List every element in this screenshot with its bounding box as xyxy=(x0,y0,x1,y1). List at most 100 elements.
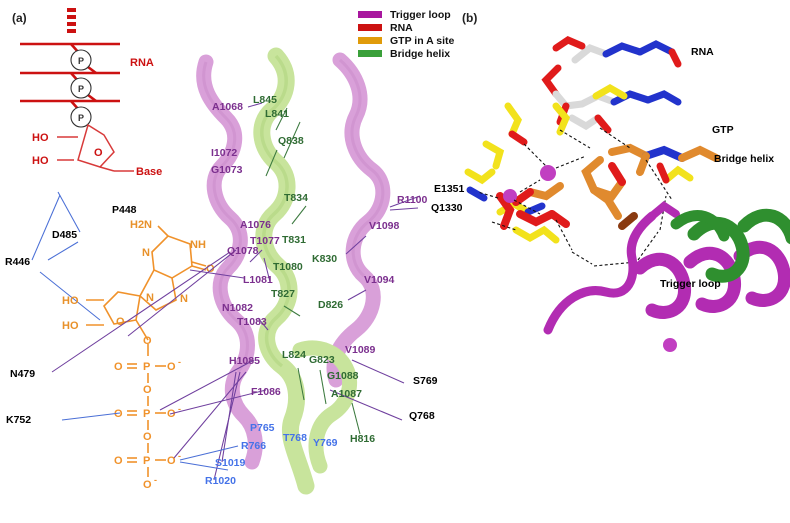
residue-label-s769: S769 xyxy=(413,375,438,387)
gtp-nitrogen-3: N xyxy=(180,293,188,305)
residue-label-h816: H816 xyxy=(350,433,375,445)
residue-label-t1080: T1080 xyxy=(273,261,303,273)
residue-label-d826: D826 xyxy=(318,299,343,311)
panel-b-label-bridge-helix: Bridge helix xyxy=(714,153,774,165)
gtp-bond-o6b xyxy=(191,261,207,267)
ribose-hydroxyl-1: HO xyxy=(32,132,49,144)
ribose-hydroxyl-2: HO xyxy=(32,155,49,167)
residue-label-v1089: V1089 xyxy=(345,344,376,356)
rna-link-2b xyxy=(87,93,97,103)
residue-label-a1087: A1087 xyxy=(331,388,362,400)
gtp-nitrogen-2: N xyxy=(146,292,154,304)
rna-link-1b xyxy=(87,65,97,75)
residue-label-q1330: Q1330 xyxy=(431,202,463,214)
ribose-ring xyxy=(77,123,115,168)
residue-label-p765: P765 xyxy=(250,422,275,434)
leader-lines-upper-left xyxy=(31,191,101,321)
gtp-hydroxyl-2: HO xyxy=(62,320,79,332)
gtp-gamma-charge: - xyxy=(178,451,181,461)
rna-label: RNA xyxy=(130,57,154,69)
residue-label-r1020: R1020 xyxy=(205,475,236,487)
legend-label-trigger-loop: Trigger loop xyxy=(390,9,451,21)
residue-label-h1085: H1085 xyxy=(229,355,260,367)
legend-swatch-gtp xyxy=(358,37,382,44)
gtp-bond-n2 xyxy=(157,225,169,237)
phosphate-circle-2 xyxy=(70,77,92,99)
residue-label-t831: T831 xyxy=(282,234,306,246)
ribose-ring-oxygen: O xyxy=(94,147,103,159)
residue-label-r766: R766 xyxy=(241,440,266,452)
phosphate-glyph-3: P xyxy=(78,113,84,123)
magnesium-ion-2 xyxy=(503,189,517,203)
residue-label-t834: T834 xyxy=(284,192,308,204)
residue-label-v1098: V1098 xyxy=(369,220,400,232)
residue-label-t1083: T1083 xyxy=(237,316,267,328)
gtp-alpha-o-right: O xyxy=(167,361,176,373)
panel-b-label-trigger-loop: Trigger loop xyxy=(660,278,721,290)
residue-label-a1068: A1068 xyxy=(212,101,243,113)
panel-a-labels-purple: A1068 I1072 G1073 A1076 T1077 Q1078 L108… xyxy=(211,101,428,398)
legend-swatch-bridge-helix xyxy=(358,50,382,57)
phosphate-circle-3 xyxy=(70,106,92,128)
panel-b-label: (b) xyxy=(462,11,477,25)
residue-label-l1081: L1081 xyxy=(243,274,273,286)
leader-lines-panel-a xyxy=(51,102,421,481)
phosphate-glyph-1: P xyxy=(78,56,84,66)
gtp-alpha-p: P xyxy=(143,361,150,373)
panel-b-protein-sidechains xyxy=(464,83,694,244)
legend-swatch-rna xyxy=(358,24,382,31)
residue-label-l841: L841 xyxy=(265,108,289,120)
residue-label-l824: L824 xyxy=(282,349,306,361)
panel-b-label-gtp: GTP xyxy=(712,124,734,136)
residue-label-k830: K830 xyxy=(312,253,337,265)
magnesium-ion-3 xyxy=(663,338,677,352)
panel-b-rna xyxy=(541,36,682,134)
gtp-imidazole-ring xyxy=(138,269,177,311)
residue-label-g1088: G1088 xyxy=(327,370,359,382)
residue-label-q838: Q838 xyxy=(278,135,304,147)
legend-label-bridge-helix: Bridge helix xyxy=(390,48,450,60)
gtp-amine-label: H2N xyxy=(130,219,152,231)
gtp-bridging-oxygen-1: O xyxy=(143,384,152,396)
panel-a-labels-green: L845 L841 Q838 T834 T831 K830 T1080 T827… xyxy=(253,94,375,445)
gtp-bridging-oxygen-2: O xyxy=(143,431,152,443)
residue-label-a1076: A1076 xyxy=(240,219,271,231)
residue-label-v1094: V1094 xyxy=(364,274,395,286)
residue-label-n1082: N1082 xyxy=(222,302,253,314)
gtp-bond-c5 xyxy=(135,319,149,341)
residue-label-f1086: F1086 xyxy=(251,386,281,398)
residue-label-d485: D485 xyxy=(52,229,77,241)
gtp-gamma-o-term: O xyxy=(143,479,152,491)
gtp-gamma-term-charge: - xyxy=(154,475,157,485)
rna-chain-diagram: P P P RNA O HO HO Base xyxy=(20,8,162,178)
gtp-hydroxyl-1: HO xyxy=(62,295,79,307)
gtp-gamma-o-right: O xyxy=(167,455,176,467)
gtp-ribose-ring xyxy=(103,291,141,325)
gtp-alpha-charge: - xyxy=(178,357,181,367)
gtp-molecule: H2N NH N N N O O HO HO O P O O - O P O xyxy=(62,219,215,491)
gtp-ring-oxygen: O xyxy=(116,316,125,328)
panel-b-trigger-loop-coil xyxy=(543,211,657,335)
phosphate-glyph-2: P xyxy=(78,84,84,94)
panel-a-labels-black: P448 D485 R446 N479 K752 E1351 Q1330 S76… xyxy=(5,183,465,426)
trigger-loop-ribbon-right-edge xyxy=(339,58,385,278)
residue-label-k752: K752 xyxy=(6,414,31,426)
residue-label-p448: P448 xyxy=(112,204,137,216)
residue-label-t768: T768 xyxy=(283,432,307,444)
helix-ribbons xyxy=(196,47,391,495)
panel-b-structure: RNA GTP Bridge helix Trigger loop xyxy=(464,36,790,352)
residue-label-l845: L845 xyxy=(253,94,277,106)
gtp-imine-label: NH xyxy=(190,239,206,251)
panel-b-hydrogen-bonds xyxy=(477,127,673,267)
residue-label-r446: R446 xyxy=(5,256,30,268)
residue-label-s1019: S1019 xyxy=(215,457,246,469)
legend-label-gtp: GTP in A site xyxy=(390,35,455,47)
residue-label-y769: Y769 xyxy=(313,437,338,449)
gtp-beta-o-left: O xyxy=(114,408,123,420)
panel-b-trigger-loop-sidechain xyxy=(648,201,680,220)
residue-label-t1077: T1077 xyxy=(250,235,280,247)
legend-swatch-trigger-loop xyxy=(358,11,382,18)
residue-label-t827: T827 xyxy=(271,288,295,300)
